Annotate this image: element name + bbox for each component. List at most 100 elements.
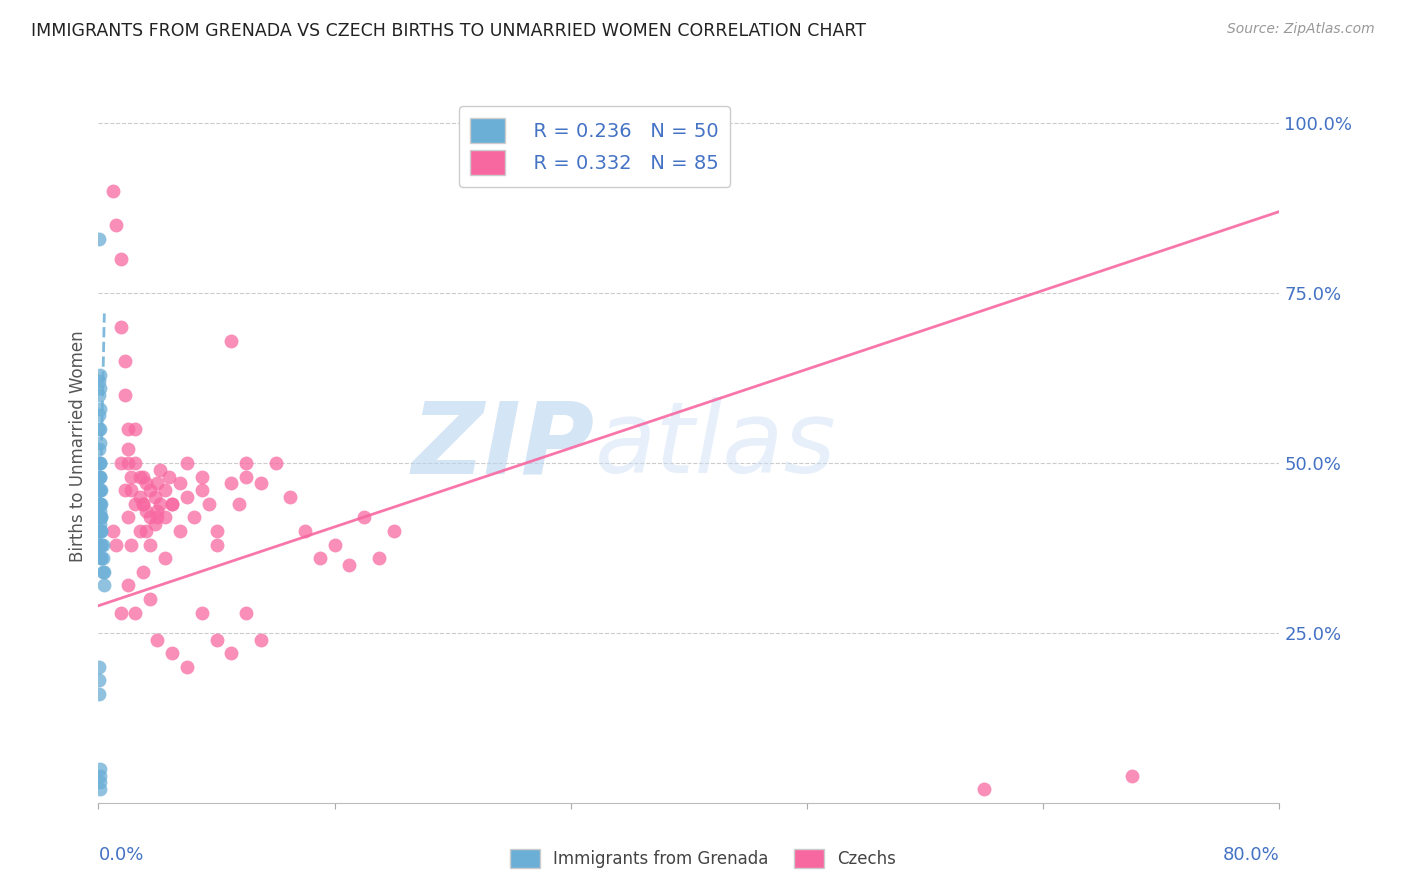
Point — [89, 469, 111, 483]
Point — [90, 551, 112, 566]
Point — [149, 463, 172, 477]
Point — [176, 490, 198, 504]
Point — [89, 510, 111, 524]
Legend: Immigrants from Grenada, Czechs: Immigrants from Grenada, Czechs — [503, 842, 903, 875]
Point — [90, 551, 112, 566]
Point — [93, 565, 115, 579]
Point — [973, 782, 995, 797]
Point — [89, 782, 111, 797]
Point — [89, 775, 111, 789]
Point — [382, 524, 405, 538]
Point — [221, 646, 243, 660]
Point — [135, 503, 157, 517]
Point — [120, 469, 142, 483]
Point — [146, 510, 169, 524]
Point — [89, 483, 111, 498]
Point — [264, 456, 287, 470]
Point — [114, 354, 136, 368]
Point — [89, 422, 111, 436]
Point — [89, 483, 111, 498]
Point — [139, 591, 162, 606]
Text: 0.0%: 0.0% — [98, 846, 143, 863]
Point — [89, 503, 111, 517]
Point — [339, 558, 361, 572]
Point — [90, 510, 112, 524]
Point — [169, 476, 191, 491]
Point — [169, 524, 191, 538]
Point — [143, 490, 166, 504]
Point — [89, 456, 111, 470]
Point — [110, 606, 132, 620]
Point — [235, 469, 257, 483]
Legend:   R = 0.236   N = 50,   R = 0.332   N = 85: R = 0.236 N = 50, R = 0.332 N = 85 — [458, 106, 730, 187]
Point — [235, 606, 257, 620]
Point — [139, 510, 162, 524]
Point — [90, 510, 112, 524]
Point — [110, 320, 132, 334]
Point — [323, 537, 346, 551]
Point — [294, 524, 316, 538]
Point — [1121, 769, 1143, 783]
Point — [135, 476, 157, 491]
Point — [124, 606, 146, 620]
Point — [191, 469, 214, 483]
Point — [89, 497, 111, 511]
Point — [89, 660, 111, 674]
Point — [89, 469, 111, 483]
Point — [93, 578, 115, 592]
Point — [89, 409, 111, 423]
Point — [128, 490, 150, 504]
Point — [157, 469, 180, 483]
Point — [89, 368, 111, 382]
Point — [128, 469, 150, 483]
Point — [114, 483, 136, 498]
Point — [132, 565, 155, 579]
Point — [353, 510, 375, 524]
Point — [90, 537, 112, 551]
Point — [89, 422, 111, 436]
Point — [128, 524, 150, 538]
Point — [205, 632, 228, 647]
Point — [89, 442, 111, 457]
Point — [91, 537, 114, 551]
Point — [117, 442, 139, 457]
Point — [89, 381, 111, 395]
Point — [89, 673, 111, 688]
Point — [139, 483, 162, 498]
Point — [280, 490, 302, 504]
Point — [153, 551, 176, 566]
Point — [235, 456, 257, 470]
Point — [110, 456, 132, 470]
Point — [89, 456, 111, 470]
Point — [124, 456, 146, 470]
Point — [105, 218, 128, 232]
Point — [198, 497, 221, 511]
Point — [89, 483, 111, 498]
Point — [89, 401, 111, 416]
Point — [205, 524, 228, 538]
Point — [309, 551, 332, 566]
Point — [117, 422, 139, 436]
Y-axis label: Births to Unmarried Women: Births to Unmarried Women — [69, 330, 87, 562]
Point — [91, 565, 114, 579]
Point — [124, 422, 146, 436]
Point — [89, 510, 111, 524]
Point — [153, 510, 176, 524]
Point — [221, 334, 243, 348]
Point — [114, 388, 136, 402]
Point — [221, 476, 243, 491]
Text: IMMIGRANTS FROM GRENADA VS CZECH BIRTHS TO UNMARRIED WOMEN CORRELATION CHART: IMMIGRANTS FROM GRENADA VS CZECH BIRTHS … — [31, 22, 866, 40]
Point — [117, 510, 139, 524]
Point — [146, 476, 169, 491]
Point — [90, 524, 112, 538]
Point — [89, 497, 111, 511]
Point — [89, 232, 111, 246]
Point — [146, 503, 169, 517]
Point — [146, 632, 169, 647]
Point — [132, 497, 155, 511]
Point — [191, 606, 214, 620]
Point — [120, 537, 142, 551]
Point — [191, 483, 214, 498]
Point — [110, 252, 132, 266]
Point — [162, 497, 183, 511]
